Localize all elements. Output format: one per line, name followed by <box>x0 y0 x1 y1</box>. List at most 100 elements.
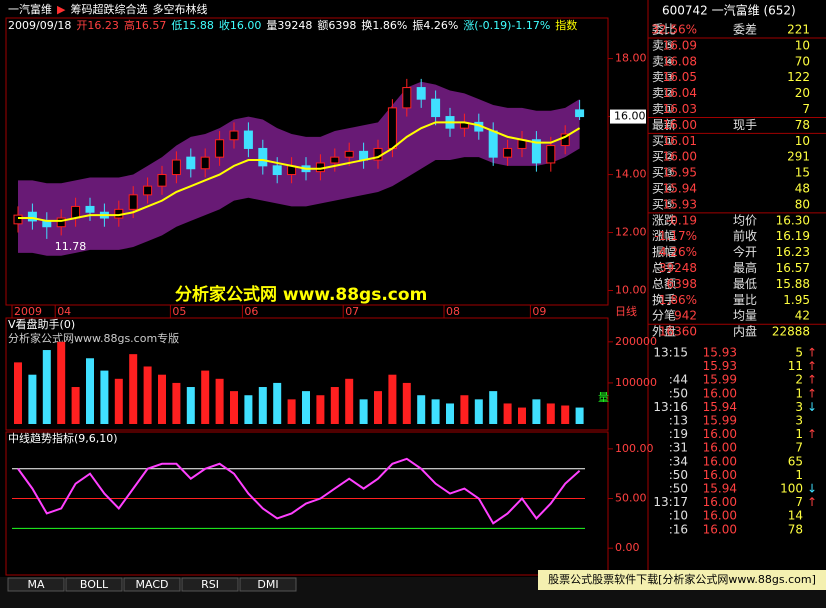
low-annotation: 11.78 <box>55 240 87 253</box>
trade-time: :44 <box>669 373 688 387</box>
row-label: 卖④ <box>652 54 675 68</box>
trade-price: 16.00 <box>703 509 737 523</box>
header-item: 换1.86% <box>361 18 407 32</box>
trade-time: :13 <box>669 414 688 428</box>
tab[interactable]: BOLL <box>65 577 123 592</box>
row-value: 16.00 <box>663 118 697 132</box>
trade-price: 16.00 <box>703 468 737 482</box>
header-item: 筹码超跌综合选 <box>70 2 147 16</box>
row-label: 今开 <box>733 244 757 259</box>
row-value: -0.19 <box>666 213 697 227</box>
ad-box <box>538 570 826 590</box>
volume-bar <box>302 391 310 424</box>
header-item: 额6398 <box>317 19 356 32</box>
row-value: 16.00 <box>663 150 697 164</box>
trade-volume: 1 <box>795 427 803 441</box>
ma-line <box>18 121 581 222</box>
candle-body <box>243 130 253 149</box>
row-value: 1.86% <box>659 293 697 307</box>
tab[interactable]: MA <box>7 577 65 592</box>
volume-bar <box>417 395 426 424</box>
price-pane <box>5 17 609 306</box>
candle-body <box>272 165 282 176</box>
row-value: 20 <box>795 86 810 100</box>
candle-body <box>13 214 23 225</box>
trade-price: 15.99 <box>703 414 737 428</box>
row-label: 前收 <box>733 228 757 243</box>
candle-body <box>71 205 81 219</box>
volume-bar <box>345 378 354 424</box>
trade-time: :34 <box>669 454 688 468</box>
x-tick-label: 07 <box>345 305 359 318</box>
quote-title: 600742 一汽富维 (652) <box>662 3 796 18</box>
header-item: 一汽富维 <box>8 2 52 16</box>
volume-bar <box>503 403 512 424</box>
row-label: 卖⑤ <box>652 38 675 52</box>
header-item: 2009/09/18 <box>8 19 71 32</box>
tab-label[interactable]: MA <box>27 578 44 591</box>
last-price-box <box>610 109 646 124</box>
x-tick-label: 06 <box>244 305 258 318</box>
volume-bar <box>330 387 339 424</box>
row-value: 10 <box>795 134 810 148</box>
x-tick-label: 05 <box>172 305 186 318</box>
trade-price: 16.00 <box>703 441 737 455</box>
row-label: 涨幅 <box>652 228 676 243</box>
trade-time: :16 <box>669 522 688 536</box>
volume-bar <box>201 370 210 424</box>
row-value: 16.04 <box>663 86 697 100</box>
header-item: 开16.23 <box>76 19 119 32</box>
row-value: 16.23 <box>776 245 810 259</box>
tab-label[interactable]: BOLL <box>80 578 109 591</box>
x-tick-label: 2009 <box>14 305 42 318</box>
trade-time: :10 <box>669 509 688 523</box>
row-value: 16.08 <box>663 54 697 68</box>
y-tick-label: 14.00 <box>615 168 647 181</box>
volume-bar <box>359 399 368 424</box>
y-tick-label: 18.00 <box>615 52 647 65</box>
candle-body <box>416 87 426 100</box>
trade-price: 15.94 <box>703 400 737 414</box>
period-label: 日线 <box>615 304 637 318</box>
trade-volume: 65 <box>788 454 803 468</box>
header-item: 涨(-0.19)-1.17% <box>463 19 550 32</box>
header-item: 指数 <box>555 18 577 32</box>
row-label: 现手 <box>733 118 757 132</box>
trade-price: 15.94 <box>703 482 737 496</box>
volume-bar <box>474 399 483 424</box>
volume-bar <box>460 395 469 424</box>
tab-label[interactable]: MACD <box>136 578 169 591</box>
tab[interactable]: RSI <box>181 577 239 592</box>
candle-body <box>171 159 181 176</box>
row-value: 16.19 <box>776 229 810 243</box>
row-label: 外盘 <box>652 324 676 339</box>
row-label: 最低 <box>733 277 757 291</box>
candle-body <box>128 194 138 210</box>
volume-bar <box>546 403 555 424</box>
row-label: 换手 <box>652 293 676 307</box>
row-value: 7 <box>802 102 810 116</box>
trade-time: :31 <box>669 441 688 455</box>
tab-label[interactable]: RSI <box>201 578 219 591</box>
y-tick-label: 100000 <box>615 376 657 389</box>
row-label: 内盘 <box>733 324 757 339</box>
trade-volume: 5 <box>795 346 803 360</box>
row-value: 16.57 <box>776 261 810 275</box>
trade-price: 16.00 <box>703 386 737 400</box>
volume-bar <box>402 382 411 424</box>
candle-body <box>143 185 153 196</box>
trade-volume: 3 <box>795 414 803 428</box>
volume-title: V看盘助手(0) <box>8 317 75 331</box>
tab[interactable]: MACD <box>123 577 181 592</box>
tab[interactable]: DMI <box>239 577 297 592</box>
candle-body <box>575 109 585 118</box>
row-value: 6398 <box>666 277 697 291</box>
trade-time: 13:15 <box>653 346 688 360</box>
candle-body <box>330 156 340 164</box>
trade-volume: 100 <box>780 482 803 496</box>
candle-body <box>503 147 513 158</box>
trade-price: 15.99 <box>703 373 737 387</box>
candle-body <box>27 211 37 222</box>
header-line: 一汽富维 ▶ 筹码超跌综合选 多空布林线 <box>8 2 207 16</box>
tab-label[interactable]: DMI <box>257 578 278 591</box>
